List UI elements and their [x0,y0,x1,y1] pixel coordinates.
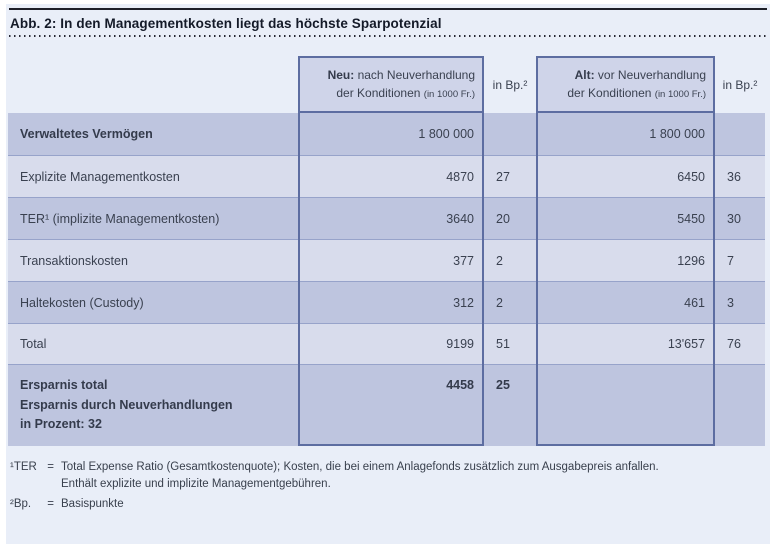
footnote-1-line-1: Total Expense Ratio (Gesamtkostenquote);… [61,461,659,473]
row-label: Transaktionskosten [8,239,298,281]
footnote-2-term: ²Bp. = [10,497,54,510]
ersparnis-line-1: Ersparnis total [20,378,108,393]
row-label: Haltekosten (Custody) [8,281,298,323]
header-alt-line2: der Konditionen [567,85,652,100]
row-bp-neu: 20 [484,197,536,239]
ersparnis-line-3: in Prozent: 32 [20,417,102,432]
header-alt-rest: vor Neuverhandlung [597,68,706,83]
row-value-alt: 6450 [536,155,715,197]
row-label: Total [8,323,298,364]
row-bp-alt [715,113,765,155]
row-bp-neu: 27 [484,155,536,197]
header-alt: Alt: vor Neuverhandlung der Konditionen … [536,56,715,113]
row-bp-alt [715,364,765,446]
row-bp-alt: 3 [715,281,765,323]
footnote-2-text: Basispunkte [61,496,770,513]
row-value-alt: 13'657 [536,323,715,364]
figure-title: Abb. 2: In den Managementkosten liegt da… [10,16,442,31]
row-value-alt: 1296 [536,239,715,281]
header-bp-neu: in Bp.² [492,77,528,92]
footnote-1-text: Total Expense Ratio (Gesamtkostenquote);… [61,459,770,494]
row-value-alt: 5450 [536,197,715,239]
row-value-alt [536,364,715,446]
row-value-neu: 3640 [298,197,484,239]
row-value-neu: 9199 [298,323,484,364]
row-value-alt: 461 [536,281,715,323]
header-neu-line2: der Konditionen [336,85,421,100]
footnote-1-term: ¹TER = [10,461,54,473]
header-bp-alt: in Bp.² [722,77,758,92]
row-label: Verwaltetes Vermögen [8,113,298,155]
header-neu-unit: (in 1000 Fr.) [423,88,475,100]
dotted-rule [9,35,767,37]
row-value-neu: 4458 [298,364,484,446]
row-bp-neu [484,113,536,155]
top-rule [9,8,767,10]
header-neu-rest: nach Neuverhandlung [357,68,475,83]
row-label: Explizite Managementkosten [8,155,298,197]
row-value-neu: 1 800 000 [298,113,484,155]
header-alt-unit: (in 1000 Fr.) [654,88,706,100]
row-value-neu: 377 [298,239,484,281]
footnotes: ¹TER = Total Expense Ratio (Gesamtkostenq… [10,459,770,513]
row-bp-alt: 7 [715,239,765,281]
row-bp-neu: 51 [484,323,536,364]
ersparnis-line-2: Ersparnis durch Neuverhandlungen [20,397,233,412]
header-empty-cell [8,56,298,113]
row-value-neu: 4870 [298,155,484,197]
row-value-alt: 1 800 000 [536,113,715,155]
row-bp-neu: 25 [484,364,536,446]
row-label: TER¹ (implizite Managementkosten) [8,197,298,239]
cost-table: Neu: nach Neuverhandlung der Konditionen… [8,56,765,446]
row-bp-alt: 30 [715,197,765,239]
figure-panel: Abb. 2: In den Managementkosten liegt da… [6,4,770,544]
row-value-neu: 312 [298,281,484,323]
row-bp-alt: 36 [715,155,765,197]
row-label-ersparnis: Ersparnis total Ersparnis durch Neuverha… [8,364,298,446]
row-bp-neu: 2 [484,281,536,323]
footnote-1-line-2: Enthält explizite und implizite Manageme… [61,478,331,491]
row-bp-neu: 2 [484,239,536,281]
header-neu-bold: Neu: [327,68,355,83]
header-alt-bold: Alt: [574,68,595,83]
footnote-2-line-1: Basispunkte [61,497,124,510]
row-bp-alt: 76 [715,323,765,364]
header-neu: Neu: nach Neuverhandlung der Konditionen… [298,56,484,113]
